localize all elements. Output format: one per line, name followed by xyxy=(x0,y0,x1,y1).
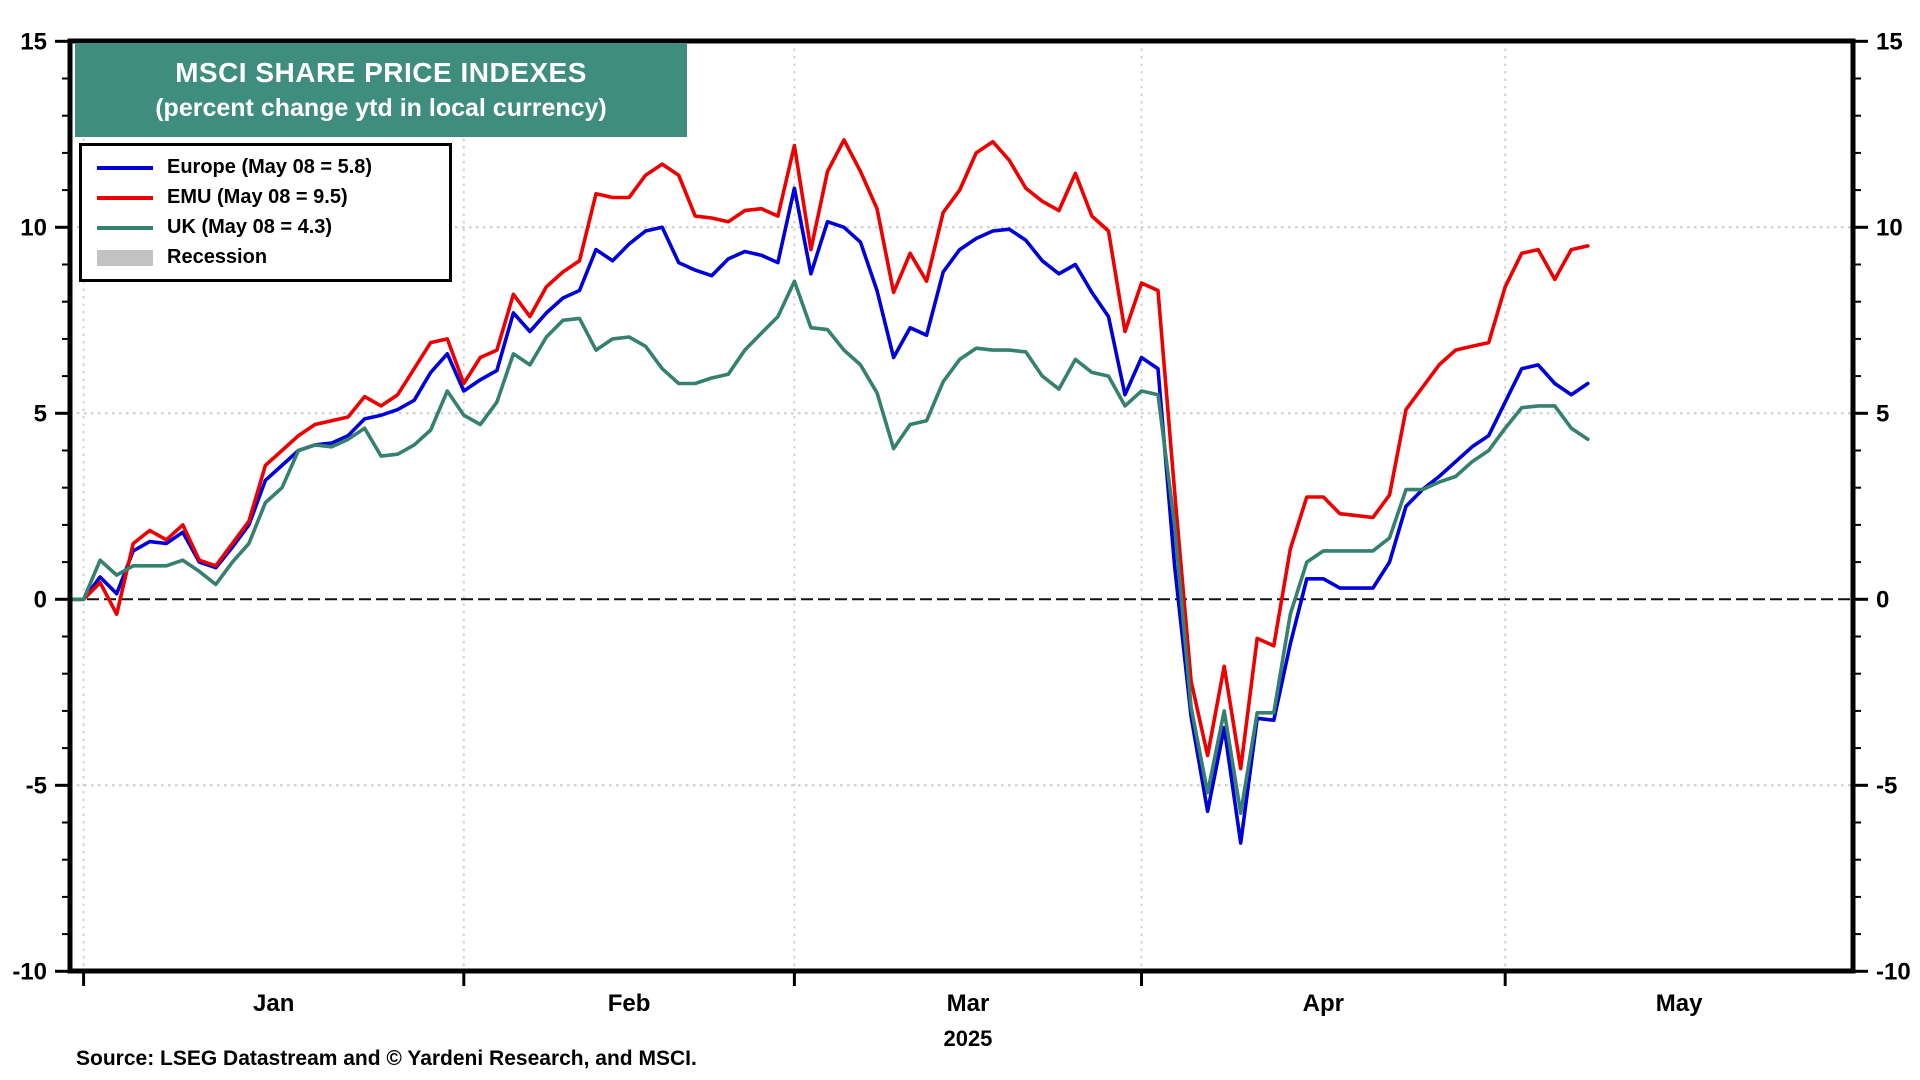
y-axis-label-right: -5 xyxy=(1876,772,1897,799)
x-axis-month-label: Mar xyxy=(947,990,990,1017)
y-axis-label-left: -10 xyxy=(12,958,47,985)
y-axis-label-right: 0 xyxy=(1876,586,1889,613)
chart-title-box: MSCI SHARE PRICE INDEXES (percent change… xyxy=(75,43,687,137)
uk-line-swatch xyxy=(97,225,153,230)
y-axis-label-left: 0 xyxy=(34,586,47,613)
x-axis-month-label: Jan xyxy=(253,990,294,1017)
y-axis-label-right: 10 xyxy=(1876,214,1903,241)
legend-label-recession: Recession xyxy=(167,246,268,268)
legend-label-emu: EMU (May 08 = 9.5) xyxy=(167,186,348,208)
x-axis-month-label: Apr xyxy=(1303,990,1344,1017)
y-axis-label-left: 5 xyxy=(34,400,47,427)
chart-title: MSCI SHARE PRICE INDEXES xyxy=(175,57,587,88)
legend-row-recession: Recession xyxy=(97,244,449,271)
legend-label-uk: UK (May 08 = 4.3) xyxy=(167,216,333,238)
y-axis-label-left: 15 xyxy=(20,28,47,55)
legend: Europe (May 08 = 5.8) EMU (May 08 = 9.5)… xyxy=(79,143,452,282)
emu-line-swatch xyxy=(97,195,153,200)
legend-label-europe: Europe (May 08 = 5.8) xyxy=(167,156,373,178)
y-axis-label-right: 15 xyxy=(1876,28,1903,55)
europe-line-swatch xyxy=(97,165,153,170)
y-axis-label-left: -5 xyxy=(26,772,47,799)
x-axis-month-label: Feb xyxy=(608,990,651,1017)
x-axis-year-label: 2025 xyxy=(943,1026,992,1051)
legend-row-uk: UK (May 08 = 4.3) xyxy=(97,214,449,241)
y-axis-label-left: 10 xyxy=(20,214,47,241)
y-axis-label-right: -10 xyxy=(1876,958,1911,985)
source-attribution: Source: LSEG Datastream and © Yardeni Re… xyxy=(76,1047,697,1070)
x-axis-month-label: May xyxy=(1656,990,1703,1017)
legend-row-emu: EMU (May 08 = 9.5) xyxy=(97,184,449,211)
recession-swatch xyxy=(97,249,153,266)
emu-series-line xyxy=(68,138,1590,771)
chart-subtitle: (percent change ytd in local currency) xyxy=(155,94,607,122)
y-axis-label-right: 5 xyxy=(1876,400,1889,427)
uk-series-line xyxy=(68,279,1590,816)
legend-row-europe: Europe (May 08 = 5.8) xyxy=(97,154,449,181)
plot-frame xyxy=(67,38,1856,974)
